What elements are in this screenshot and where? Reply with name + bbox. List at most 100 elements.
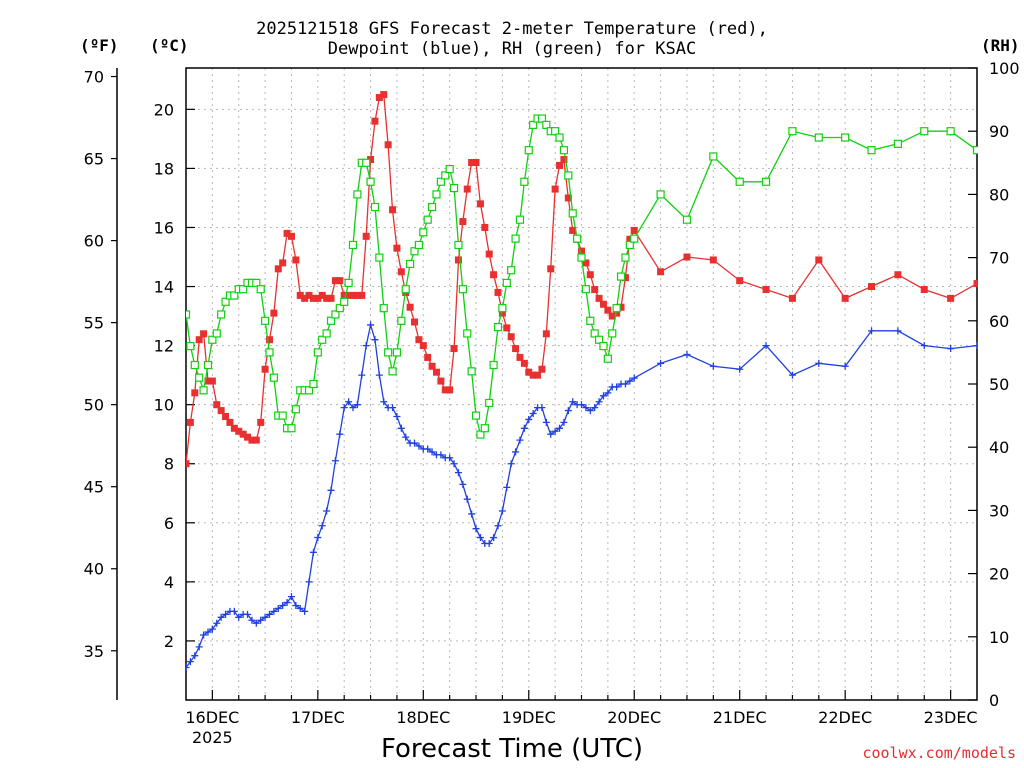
rh-point [972,146,978,155]
temperature-point [265,336,273,344]
dewpoint-point [186,664,190,672]
celsius-tick-label: 20 [154,100,174,119]
rh-tick-label: 0 [989,691,999,710]
temperature-point [529,371,537,379]
temperature-point [604,306,612,314]
rh-point [520,177,529,186]
rh-point [581,285,590,294]
rh-point [221,297,230,306]
temperature-point [595,294,603,302]
rh-point [893,139,903,148]
celsius-tick-label: 6 [164,514,174,533]
temperature-point [314,294,322,302]
rh-tick-label: 30 [989,501,1009,520]
temperature-point [323,294,331,302]
temperature-point [788,294,796,302]
rh-tick-label: 20 [989,565,1009,584]
celsius-tick-label: 10 [154,396,174,415]
rh-tick-label: 80 [989,185,1009,204]
dewpoint-point [569,398,577,406]
rh-point [471,411,481,420]
rh-point [441,171,450,180]
temperature-point [569,226,577,234]
dewpoint-point [657,359,665,367]
rh-unit-label: (RH) [981,36,1020,55]
temperature-point [709,256,717,264]
temperature-point [608,312,616,320]
temperature-point [296,291,304,299]
rh-point [551,127,560,136]
temperature-point [490,271,498,279]
rh-point [573,234,582,243]
rh-point [445,165,454,174]
temperature-point [235,427,243,435]
dewpoint-point [261,613,269,621]
celsius-tick-label: 12 [154,337,174,356]
temperature-point [551,185,559,193]
rh-point [419,228,428,237]
temperature-point [186,418,194,426]
celsius-tick-label: 18 [154,159,174,178]
fahrenheit-tick-label: 60 [84,232,104,251]
celsius-tick-label: 16 [154,218,174,237]
temperature-point [336,277,344,285]
dewpoint-point [362,342,370,350]
dewpoint-point [542,418,550,426]
dewpoint-point [613,383,621,391]
temperature-point [261,365,269,373]
dewpoint-line [186,324,978,668]
temperature-point [428,362,436,370]
temperature-point [239,430,247,438]
x-tick-label: 19DEC [502,708,556,727]
dewpoint-point [551,427,559,435]
temperature-point [516,353,524,361]
rh-point [326,316,336,325]
rh-point [414,240,424,250]
rh-point [362,158,371,167]
celsius-tick-label: 4 [164,573,174,592]
rh-point [423,215,432,224]
temperature-series [186,91,978,468]
temperature-point [556,161,564,169]
celsius-tick-label: 14 [154,278,174,297]
source-credit[interactable]: coolwx.com/models [862,744,1016,762]
dewpoint-point [287,593,295,601]
dewpoint-point [257,616,265,624]
dewpoint-point [279,601,287,609]
rh-point [630,234,639,243]
x-tick-label: 18DEC [396,708,450,727]
x-tick-label: 21DEC [713,708,767,727]
fahrenheit-tick-label: 45 [84,478,104,497]
dewpoint-point [204,628,212,636]
temperature-point [630,226,638,234]
fahrenheit-tick-label: 70 [84,68,104,87]
dewpoint-point [296,604,304,612]
temperature-point [894,271,902,279]
dewpoint-point [411,439,419,447]
temperature-point [512,345,520,353]
dewpoint-point [428,448,436,456]
dewpoint-point [626,377,634,385]
dewpoint-point [375,371,383,379]
rh-point [458,285,467,294]
dewpoint-point [217,613,225,621]
dewpoint-point [450,460,458,468]
temperature-point [525,368,533,376]
temperature-point [564,194,572,202]
x-year-label: 2025 [192,728,233,747]
rh-point [463,329,472,338]
temperature-point [384,141,392,149]
rh-point [322,329,331,338]
dewpoint-point [578,401,585,409]
temperature-point [920,285,928,293]
rh-point [370,202,380,212]
x-tick-label: 22DEC [818,708,872,727]
temperature-point [213,401,221,409]
rh-point [265,348,274,357]
dewpoint-point [318,522,326,530]
temperature-point [301,294,309,302]
dewpoint-point [621,380,629,388]
temperature-point [292,256,300,264]
temperature-point [476,200,484,208]
rh-point [432,190,441,199]
